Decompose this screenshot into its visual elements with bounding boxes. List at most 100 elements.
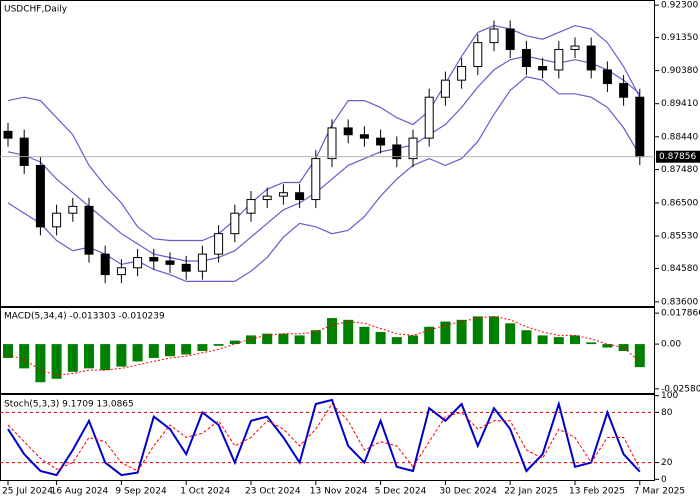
candle-body xyxy=(311,158,321,201)
candle-body xyxy=(602,69,612,85)
macd-bar xyxy=(132,344,143,362)
y-tick-label: 0.92300 xyxy=(661,1,698,11)
candle-body xyxy=(165,260,175,265)
macd-bar xyxy=(602,344,613,348)
macd-bar xyxy=(100,344,111,371)
candle-body xyxy=(133,257,143,269)
y-tick-label: 0.00 xyxy=(661,340,681,350)
macd-bar xyxy=(246,335,256,345)
y-tick-label: 0.91350 xyxy=(661,33,698,43)
candle-body xyxy=(52,212,62,228)
candle-body xyxy=(35,164,45,228)
candle-body xyxy=(538,66,548,71)
macd-title: MACD(5,34,4) -0.013303 -0.010239 xyxy=(4,312,165,322)
x-tick-label: 23 Oct 2024 xyxy=(245,487,301,497)
macd-bar xyxy=(408,335,418,345)
x-tick-label: 16 Aug 2024 xyxy=(51,487,109,497)
candle-body xyxy=(278,192,288,197)
candle-body xyxy=(619,83,629,98)
macd-bar xyxy=(343,319,354,345)
macd-bar xyxy=(35,344,46,383)
macd-bar xyxy=(310,330,321,345)
macd-bar xyxy=(51,344,62,379)
macd-bar xyxy=(424,326,435,345)
candle-body xyxy=(424,96,434,139)
candle-body xyxy=(570,45,580,50)
y-tick-label: 0.88440 xyxy=(661,132,698,142)
candle-body xyxy=(392,144,402,160)
candle-body xyxy=(197,253,207,272)
macd-bar xyxy=(19,344,30,369)
macd-bar xyxy=(213,344,224,346)
macd-bar xyxy=(359,326,370,345)
macd-bar xyxy=(165,344,175,357)
x-tick-label: 13 Feb 2025 xyxy=(569,487,625,497)
candle-body xyxy=(505,28,515,50)
macd-bar xyxy=(505,323,516,345)
macd-bar xyxy=(553,337,564,345)
x-tick-label: 13 Nov 2024 xyxy=(310,487,368,497)
macd-bar xyxy=(489,316,499,345)
candle-body xyxy=(440,79,450,98)
stoch-frame xyxy=(0,394,655,481)
stoch-title: Stoch(5,3,3) 9.1709 13.0865 xyxy=(4,400,134,410)
macd-bar xyxy=(456,319,467,345)
macd-bar xyxy=(67,344,78,372)
macd-bar xyxy=(148,344,159,358)
macd-bar xyxy=(440,321,451,345)
y-tick-label: 80 xyxy=(661,408,673,418)
y-tick-label: 0.017866 xyxy=(661,309,700,319)
candle-body xyxy=(84,205,94,255)
macd-bar xyxy=(262,333,273,345)
candle-body xyxy=(3,130,13,139)
candle-body xyxy=(68,205,78,214)
y-tick-label: 0.84580 xyxy=(661,264,698,274)
x-tick-label: 7 Mar 2025 xyxy=(634,487,685,497)
band-upper xyxy=(7,24,641,242)
candle-body xyxy=(359,134,369,139)
candle-body xyxy=(376,137,386,146)
candle-body xyxy=(295,192,305,201)
candle-body xyxy=(473,42,483,68)
macd-bar xyxy=(618,344,629,352)
candle-body xyxy=(457,66,467,81)
candle-body xyxy=(521,48,531,68)
candle-body xyxy=(327,127,337,160)
y-tick-label: -0.025807 xyxy=(661,384,700,394)
y-tick-label: 0.87480 xyxy=(661,165,698,175)
macd-signal xyxy=(7,315,641,376)
y-tick-label: 0.86500 xyxy=(661,198,698,208)
candle-body xyxy=(100,253,110,276)
candle-body xyxy=(246,199,256,214)
macd-bar xyxy=(537,335,548,345)
band-lower xyxy=(7,76,641,282)
current-price-box xyxy=(656,150,700,163)
candle-body xyxy=(408,137,418,160)
macd-bar xyxy=(586,342,597,345)
candle-body xyxy=(149,257,159,262)
x-tick-label: 25 Jul 2024 xyxy=(2,487,53,497)
stoch-d xyxy=(7,403,641,472)
candle-body xyxy=(635,96,645,158)
y-tick-label: 0.90380 xyxy=(661,66,698,76)
stoch-k xyxy=(7,398,641,477)
macd-bar xyxy=(521,330,532,345)
candle-body xyxy=(19,137,29,166)
x-tick-label: 1 Oct 2024 xyxy=(180,487,230,497)
macd-bar xyxy=(278,333,289,345)
macd-bar xyxy=(634,344,645,368)
macd-bar xyxy=(294,335,305,345)
y-tick-label: 0.85530 xyxy=(661,232,698,242)
chart-title: USDCHF,Daily xyxy=(4,5,68,15)
candle-body xyxy=(116,267,126,276)
macd-bar xyxy=(84,344,94,369)
candle-body xyxy=(230,212,240,235)
macd-bar xyxy=(3,344,13,358)
x-tick-label: 22 Jan 2025 xyxy=(504,487,558,497)
macd-bar xyxy=(375,331,386,345)
candle-body xyxy=(586,45,596,71)
x-tick-label: 5 Dec 2024 xyxy=(375,487,427,497)
band-middle xyxy=(7,55,641,262)
